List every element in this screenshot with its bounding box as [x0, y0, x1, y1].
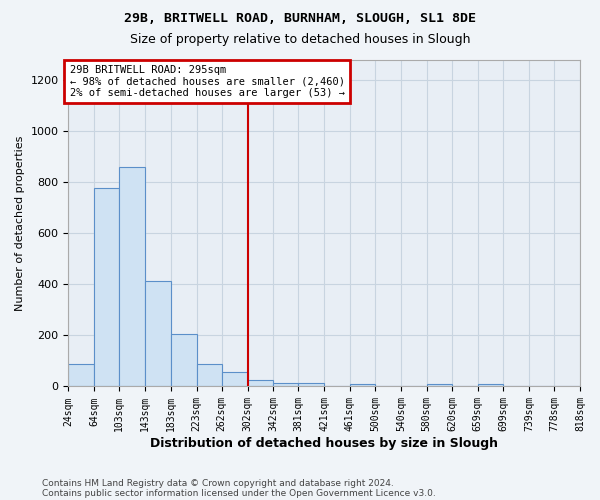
Bar: [222, 372, 248, 386]
Text: 29B, BRITWELL ROAD, BURNHAM, SLOUGH, SL1 8DE: 29B, BRITWELL ROAD, BURNHAM, SLOUGH, SL1…: [124, 12, 476, 26]
Bar: [119, 167, 145, 386]
Y-axis label: Number of detached properties: Number of detached properties: [15, 136, 25, 311]
Text: Contains public sector information licensed under the Open Government Licence v3: Contains public sector information licen…: [42, 488, 436, 498]
Bar: [94, 188, 119, 386]
Bar: [273, 382, 298, 386]
X-axis label: Distribution of detached houses by size in Slough: Distribution of detached houses by size …: [150, 437, 498, 450]
Bar: [68, 364, 94, 386]
Bar: [197, 364, 222, 386]
Text: 29B BRITWELL ROAD: 295sqm
← 98% of detached houses are smaller (2,460)
2% of sem: 29B BRITWELL ROAD: 295sqm ← 98% of detac…: [70, 65, 344, 98]
Bar: [171, 334, 197, 386]
Bar: [298, 382, 324, 386]
Bar: [248, 380, 273, 386]
Text: Size of property relative to detached houses in Slough: Size of property relative to detached ho…: [130, 32, 470, 46]
Bar: [145, 280, 171, 386]
Bar: [350, 384, 375, 386]
Bar: [478, 384, 503, 386]
Bar: [427, 384, 452, 386]
Text: Contains HM Land Registry data © Crown copyright and database right 2024.: Contains HM Land Registry data © Crown c…: [42, 478, 394, 488]
